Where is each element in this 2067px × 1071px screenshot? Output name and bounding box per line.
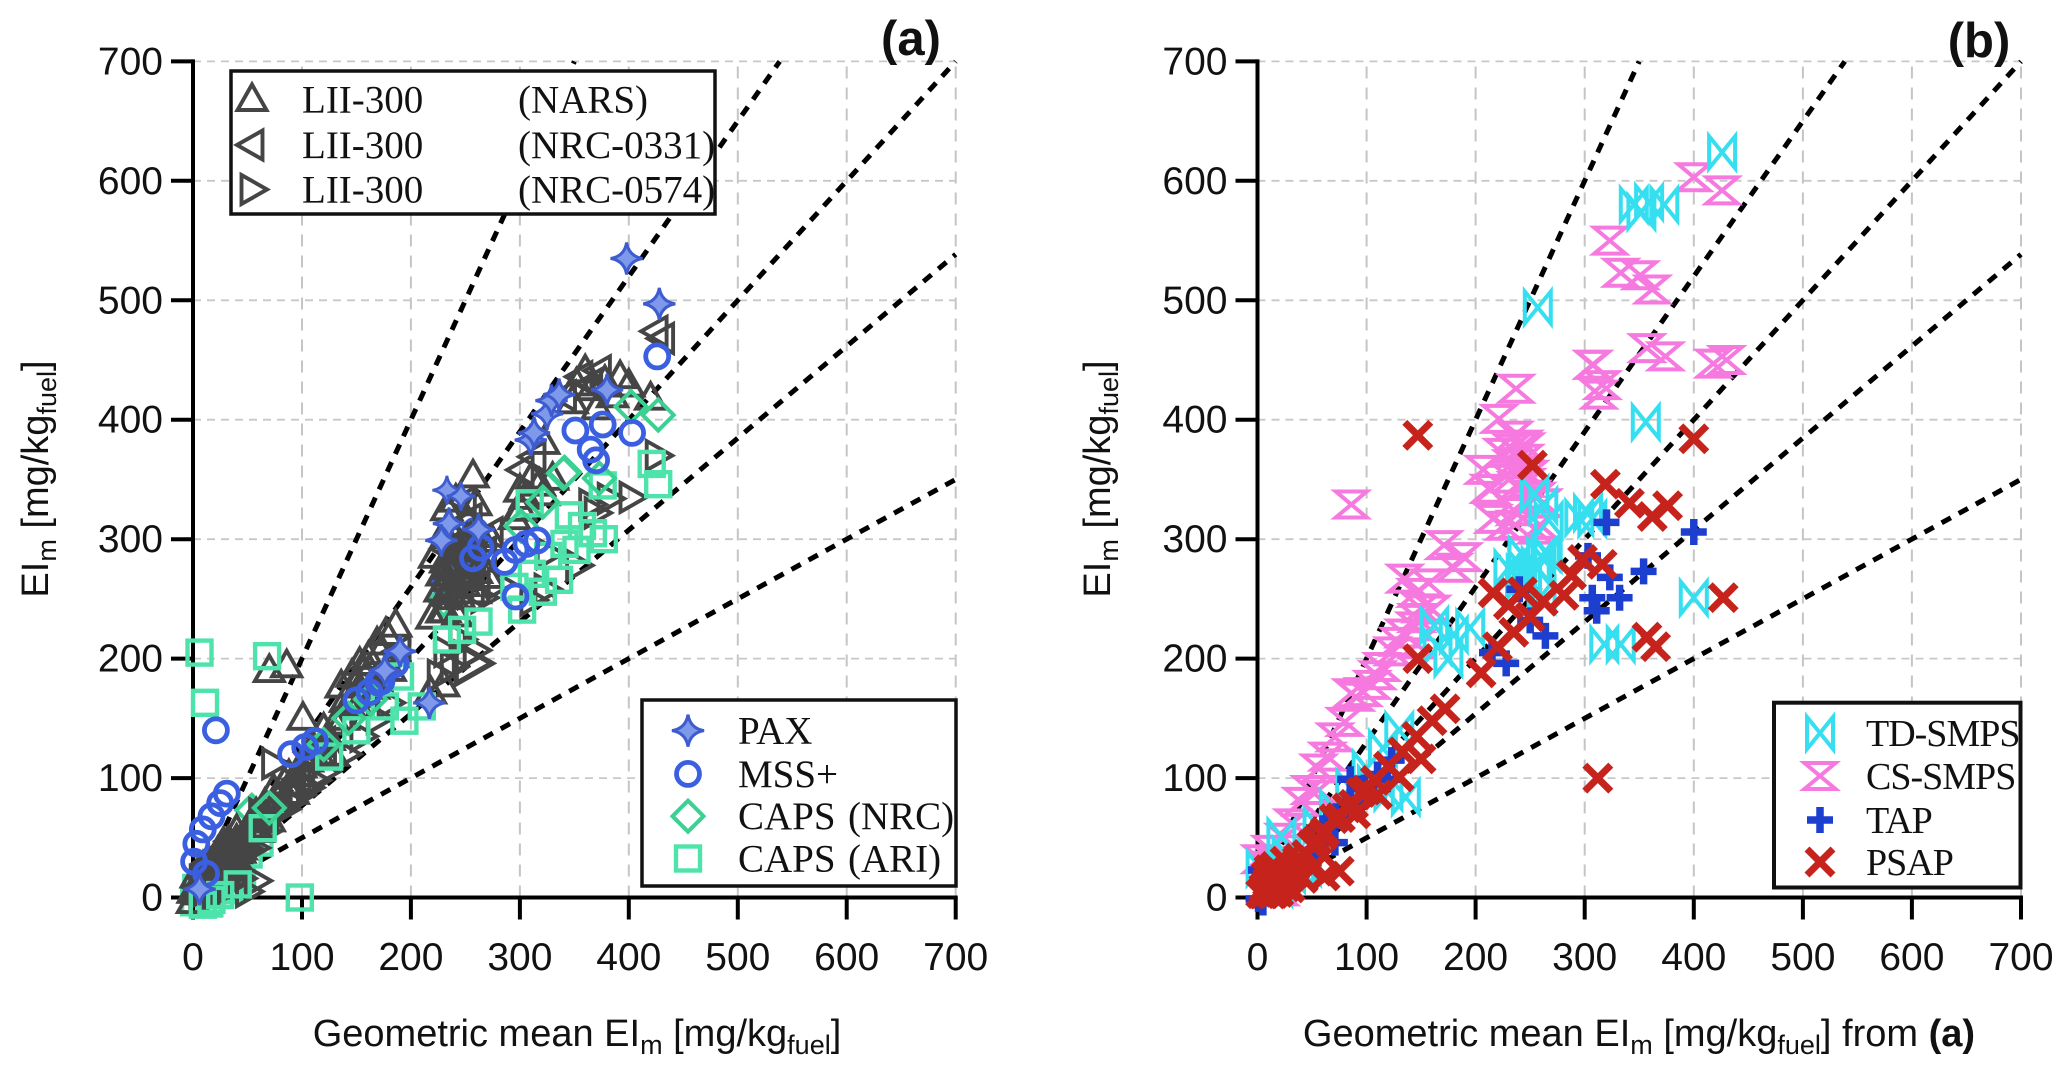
svg-text:(NARS): (NARS) [518,79,648,122]
svg-text:300: 300 [1162,518,1227,561]
svg-text:600: 600 [1162,160,1227,203]
svg-text:700: 700 [1162,40,1227,83]
svg-text:CS-SMPS: CS-SMPS [1866,756,2015,798]
svg-text:300: 300 [487,936,552,979]
svg-text:0: 0 [182,936,204,979]
svg-text:100: 100 [269,936,334,979]
svg-text:500: 500 [1770,936,1835,979]
svg-text:(NRC-0331): (NRC-0331) [518,124,715,167]
svg-text:400: 400 [596,936,661,979]
svg-text:400: 400 [98,399,163,442]
svg-text:200: 200 [1162,638,1227,681]
svg-text:MSS+: MSS+ [738,753,838,796]
svg-text:0: 0 [1247,936,1269,979]
svg-text:(b): (b) [1948,14,2011,68]
svg-text:LII-300: LII-300 [302,169,423,212]
svg-text:600: 600 [1879,936,1944,979]
svg-text:500: 500 [1162,279,1227,322]
svg-text:CAPS: CAPS [738,795,836,838]
svg-text:200: 200 [1443,936,1508,979]
svg-text:600: 600 [814,936,879,979]
svg-text:PAX: PAX [738,710,812,753]
svg-text:LII-300: LII-300 [302,79,423,122]
svg-text:(NRC): (NRC) [848,795,954,838]
svg-text:200: 200 [98,638,163,681]
svg-text:300: 300 [1552,936,1617,979]
svg-text:0: 0 [141,877,163,920]
svg-text:(a): (a) [881,12,941,66]
svg-text:TD-SMPS: TD-SMPS [1866,713,2020,755]
svg-text:500: 500 [705,936,770,979]
svg-text:200: 200 [378,936,443,979]
svg-text:LII-300: LII-300 [302,124,423,167]
svg-text:700: 700 [98,40,163,83]
svg-text:100: 100 [1334,936,1399,979]
svg-text:(NRC-0574): (NRC-0574) [518,169,715,212]
svg-text:Geometric mean EIm [mg/kgfuel]: Geometric mean EIm [mg/kgfuel] [313,1013,842,1060]
svg-text:CAPS: CAPS [738,838,836,881]
svg-text:100: 100 [1162,757,1227,800]
svg-text:100: 100 [98,757,163,800]
svg-text:700: 700 [923,936,988,979]
svg-text:600: 600 [98,160,163,203]
svg-text:300: 300 [98,518,163,561]
svg-text:400: 400 [1162,399,1227,442]
svg-text:EIm [mg/kgfuel]: EIm [mg/kgfuel] [15,360,62,597]
svg-text:500: 500 [98,279,163,322]
svg-text:700: 700 [1988,936,2053,979]
svg-text:0: 0 [1206,877,1228,920]
svg-text:TAP: TAP [1866,800,1932,842]
svg-text:PSAP: PSAP [1866,842,1953,884]
svg-text:(ARI): (ARI) [848,838,941,881]
svg-text:400: 400 [1661,936,1726,979]
